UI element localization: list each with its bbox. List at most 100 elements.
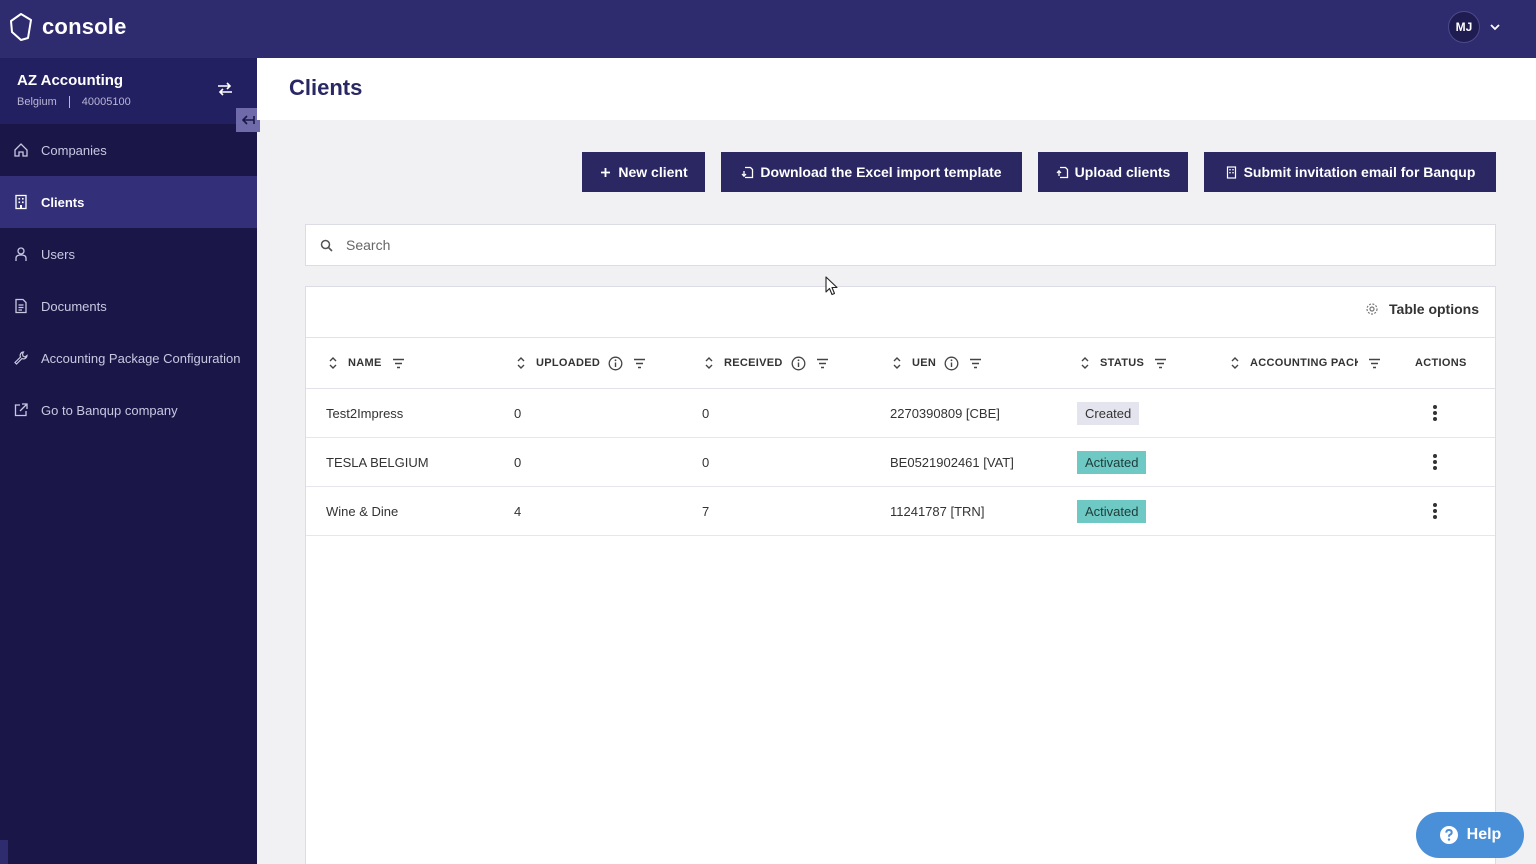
- company-meta: Belgium 40005100: [17, 96, 131, 108]
- search-bar: [305, 224, 1496, 266]
- cell-name[interactable]: Wine & Dine: [326, 503, 399, 519]
- sort-icon: [705, 357, 713, 369]
- sidebar-item-documents[interactable]: Documents: [0, 280, 257, 332]
- cell-uploaded: 4: [514, 503, 522, 519]
- row-actions-button[interactable]: [1432, 487, 1438, 535]
- download-file-icon: [741, 166, 754, 178]
- help-label: Help: [1466, 826, 1502, 843]
- cell-name[interactable]: Test2Impress: [326, 405, 404, 421]
- cell-uen: BE0521902461 [VAT]: [890, 454, 1014, 470]
- avatar[interactable]: MJ: [1448, 11, 1480, 43]
- column-header-accounting-package[interactable]: ACCOUNTING PACKAGE: [1230, 338, 1381, 388]
- filter-icon[interactable]: [969, 358, 982, 369]
- toolbar: New client Download the Excel import tem…: [257, 152, 1536, 192]
- cell-received: 0: [702, 454, 710, 470]
- building-icon: [15, 194, 27, 210]
- gear-icon: [1366, 303, 1378, 315]
- sidebar-item-companies[interactable]: Companies: [0, 124, 257, 176]
- collapse-sidebar-button[interactable]: [236, 108, 260, 132]
- sidebar-bottom-marker: [0, 840, 8, 864]
- company-switcher: AZ Accounting Belgium 40005100: [0, 58, 260, 132]
- column-header-actions: ACTIONS: [1415, 338, 1467, 388]
- upload-clients-button[interactable]: Upload clients: [1038, 152, 1188, 192]
- wrench-icon: [14, 351, 28, 365]
- filter-icon[interactable]: [1154, 358, 1167, 369]
- help-button[interactable]: Help: [1416, 812, 1524, 858]
- info-icon[interactable]: [608, 356, 623, 371]
- page-header: Clients: [257, 58, 1536, 120]
- app-logo[interactable]: console: [8, 12, 127, 42]
- column-header-status[interactable]: STATUS: [1080, 338, 1167, 388]
- sidebar-item-users[interactable]: Users: [0, 228, 257, 280]
- table-row[interactable]: TESLA BELGIUM 0 0 BE0521902461 [VAT] Act…: [306, 438, 1495, 487]
- info-icon[interactable]: [944, 356, 959, 371]
- sort-icon: [1231, 357, 1239, 369]
- switch-company-icon[interactable]: [216, 81, 234, 97]
- download-template-button[interactable]: Download the Excel import template: [721, 152, 1022, 192]
- filter-icon[interactable]: [392, 358, 405, 369]
- sort-icon: [517, 357, 525, 369]
- cell-status: Activated: [1077, 438, 1147, 486]
- cell-status: Created: [1077, 389, 1140, 437]
- upload-file-icon: [1056, 166, 1068, 178]
- table-options-button[interactable]: Table options: [1365, 301, 1479, 317]
- upload-clients-label: Upload clients: [1074, 164, 1171, 180]
- document-icon: [15, 298, 27, 314]
- chevron-down-icon[interactable]: [1488, 20, 1502, 34]
- filter-icon[interactable]: [1368, 358, 1381, 369]
- sort-icon: [893, 357, 901, 369]
- company-country: Belgium: [17, 96, 57, 108]
- cell-uen: 2270390809 [CBE]: [890, 405, 1000, 421]
- column-header-received[interactable]: RECEIVED: [704, 338, 829, 388]
- column-header-uen[interactable]: UEN: [892, 338, 982, 388]
- more-vertical-icon[interactable]: [1432, 453, 1438, 471]
- new-client-button[interactable]: New client: [582, 152, 705, 192]
- sidebar-item-accounting-package[interactable]: Accounting Package Configuration: [0, 332, 257, 384]
- sidebar-item-label: Companies: [41, 142, 107, 158]
- collapse-arrow-icon: [241, 115, 255, 125]
- table-row[interactable]: Test2Impress 0 0 2270390809 [CBE] Create…: [306, 389, 1495, 438]
- cell-name[interactable]: TESLA BELGIUM: [326, 454, 429, 470]
- filter-icon[interactable]: [633, 358, 646, 369]
- sort-icon: [1081, 357, 1089, 369]
- row-actions-button[interactable]: [1432, 389, 1438, 437]
- sidebar-item-label: Clients: [41, 194, 85, 210]
- top-bar: console MJ: [0, 0, 1536, 58]
- user-icon: [15, 247, 27, 261]
- more-vertical-icon[interactable]: [1432, 404, 1438, 422]
- sidebar-item-go-to-banqup[interactable]: Go to Banqup company: [0, 384, 257, 436]
- filter-icon[interactable]: [816, 358, 829, 369]
- logo-icon: [10, 13, 32, 41]
- sidebar-item-label: Go to Banqup company: [41, 402, 178, 418]
- clients-table: Table options NAME UPLOADED RECEIVED: [305, 286, 1496, 864]
- row-actions-button[interactable]: [1432, 438, 1438, 486]
- table-options-label: Table options: [1389, 301, 1479, 317]
- main-content: Clients New client Download the Excel im…: [257, 58, 1536, 864]
- column-label: ACTIONS: [1415, 357, 1467, 369]
- column-header-uploaded[interactable]: UPLOADED: [516, 338, 646, 388]
- sidebar-item-label: Users: [41, 246, 75, 262]
- table-row[interactable]: Wine & Dine 4 7 11241787 [TRN] Activated: [306, 487, 1495, 536]
- page-title: Clients: [289, 75, 363, 100]
- user-menu[interactable]: MJ: [1448, 11, 1502, 43]
- search-icon: [320, 239, 333, 252]
- sidebar: AZ Accounting Belgium 40005100 Companies: [0, 58, 260, 864]
- search-input[interactable]: [346, 237, 1446, 253]
- meta-divider: [68, 96, 70, 108]
- more-vertical-icon[interactable]: [1432, 502, 1438, 520]
- sort-icon: [329, 357, 337, 369]
- column-label: UPLOADED: [536, 357, 601, 369]
- info-icon[interactable]: [791, 356, 806, 371]
- company-number: 40005100: [81, 96, 131, 108]
- submit-invitation-button[interactable]: Submit invitation email for Banqup: [1204, 152, 1496, 192]
- sidebar-item-clients[interactable]: Clients: [0, 176, 257, 228]
- column-header-name[interactable]: NAME: [328, 338, 405, 388]
- sidebar-nav: Companies Clients Users Documents: [0, 124, 257, 436]
- cell-received: 0: [702, 405, 710, 421]
- status-badge: Created: [1077, 401, 1140, 425]
- column-label: UEN: [912, 357, 937, 369]
- new-client-label: New client: [618, 164, 688, 180]
- column-label: STATUS: [1100, 357, 1145, 369]
- cell-uen: 11241787 [TRN]: [890, 503, 985, 519]
- sidebar-item-label: Documents: [41, 298, 107, 314]
